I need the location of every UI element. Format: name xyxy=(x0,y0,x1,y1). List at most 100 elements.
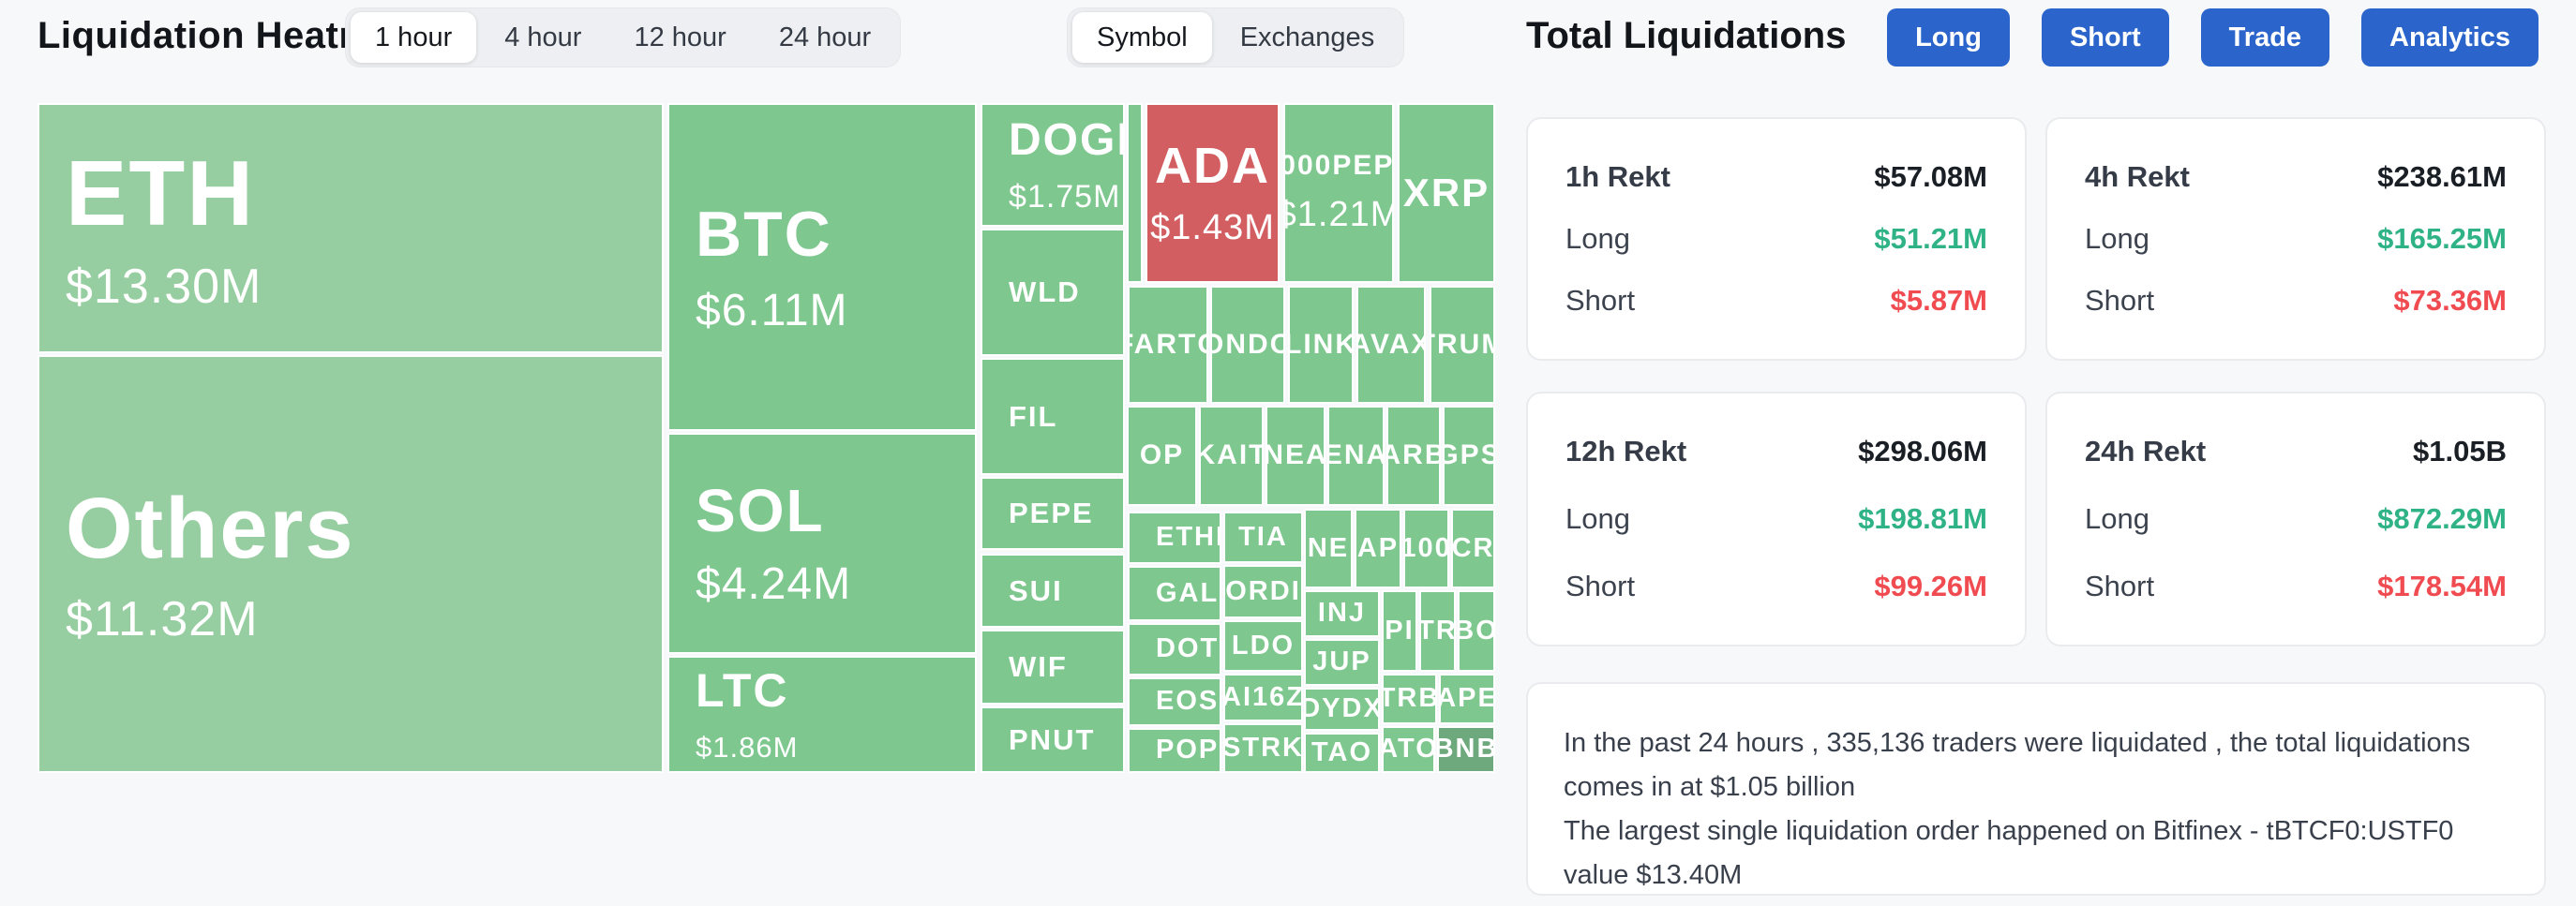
treemap-cell-symbol: LTC xyxy=(696,663,789,717)
treemap-cell-symbol: AI16Z xyxy=(1223,681,1303,712)
treemap-cell-popcat[interactable]: POPCAT xyxy=(1128,728,1221,773)
treemap-cell-pepe[interactable]: PEPE xyxy=(981,477,1125,550)
treemap-cell-symbol: TAO xyxy=(1310,736,1373,767)
treemap-cell-tia[interactable]: TIA xyxy=(1223,512,1303,563)
treemap-cell-dydx[interactable]: DYDX xyxy=(1304,688,1380,731)
action-buttons: Long Short Trade Analytics xyxy=(1887,8,2539,67)
treemap-cell-ondo[interactable]: ONDO xyxy=(1210,286,1285,404)
treemap-cell-symbol: SUI xyxy=(1009,573,1063,607)
treemap-cell-100[interactable]: 100 xyxy=(1403,509,1449,588)
treemap-cell-nea[interactable]: NEA xyxy=(1266,406,1325,506)
row-label: 24h Rekt xyxy=(2085,435,2207,468)
treemap-cell-symbol: FARTC xyxy=(1130,328,1206,360)
summary-line-2: The largest single liquidation order hap… xyxy=(1564,816,2454,890)
treemap-cell-pnut[interactable]: PNUT xyxy=(981,706,1125,773)
treemap-cell-doge[interactable]: DOGE $1.75M xyxy=(981,103,1125,227)
treemap-cell-fartc[interactable]: FARTC xyxy=(1128,286,1208,404)
treemap-cell-tao[interactable]: TAO xyxy=(1304,733,1380,773)
rekt-card-24h: 24h Rekt $1.05B Long $872.29M Short $178.54M xyxy=(2045,392,2546,646)
treemap-cell-ada[interactable]: ADA $1.43M xyxy=(1146,103,1280,283)
treemap-cell-symbol: ADA xyxy=(1155,138,1270,195)
treemap-cell-value: $1.75M xyxy=(1009,179,1121,215)
treemap-cell-dot[interactable]: DOT xyxy=(1128,623,1221,676)
treemap-cell-kait[interactable]: KAIT xyxy=(1199,406,1264,506)
view-toggle: Symbol Exchanges xyxy=(1067,7,1405,67)
treemap-cell-xrp[interactable]: XRP xyxy=(1398,103,1495,283)
treemap-cell-ltc[interactable]: LTC $1.86M xyxy=(667,656,977,773)
treemap-cell-trum[interactable]: TRUM xyxy=(1430,286,1495,404)
treemap-cell-gala[interactable]: GALA xyxy=(1128,566,1221,621)
treemap-cell-ne[interactable]: NE xyxy=(1304,509,1353,588)
treemap-cell-jup[interactable]: JUP xyxy=(1304,639,1380,686)
treemap-cell-others[interactable]: Others $11.32M xyxy=(37,355,664,773)
short-row: Short $73.36M xyxy=(2085,284,2507,318)
treemap-cell-eos[interactable]: EOS xyxy=(1128,677,1221,726)
period-total: 24h Rekt $1.05B xyxy=(2085,435,2507,468)
treemap-cell-arb[interactable]: ARB xyxy=(1386,406,1441,506)
treemap-cell-symbol: CR xyxy=(1451,532,1495,563)
treemap-cell-trb[interactable]: TRB xyxy=(1382,674,1437,724)
analytics-button[interactable]: Analytics xyxy=(2361,8,2539,67)
treemap-cell-strk[interactable]: STRK xyxy=(1223,723,1303,773)
treemap-cell-sui[interactable]: SUI xyxy=(981,554,1125,628)
treemap-cell-ape[interactable]: APE xyxy=(1439,674,1495,724)
liquidation-summary: In the past 24 hours , 335,136 traders w… xyxy=(1526,682,2546,896)
treemap-cell-value: $1.43M xyxy=(1150,208,1275,248)
treemap-cell-inj[interactable]: INJ xyxy=(1304,590,1380,637)
treemap-cell-symbol: GPS xyxy=(1445,439,1493,471)
row-value: $99.26M xyxy=(1874,570,1987,602)
long-row: Long $872.29M xyxy=(2085,502,2507,536)
treemap-cell-symbol: DOGE xyxy=(1009,114,1123,165)
row-label: 1h Rekt xyxy=(1565,160,1670,193)
treemap-cell-avax[interactable]: AVAX xyxy=(1356,286,1426,404)
treemap-cell-symbol: Others xyxy=(66,481,355,577)
row-label: Short xyxy=(1565,284,1636,317)
tab-4-hour[interactable]: 4 hour xyxy=(504,22,582,52)
row-value: $198.81M xyxy=(1858,502,1987,535)
treemap-cell-link[interactable]: LINK xyxy=(1288,286,1354,404)
treemap-cell-ena[interactable]: ENA xyxy=(1327,406,1385,506)
treemap-cell-symbol: BNB xyxy=(1437,734,1495,765)
treemap-cell-symbol: TRB xyxy=(1384,683,1437,714)
treemap-cell-symbol: NEA xyxy=(1266,439,1325,471)
toggle-symbol[interactable]: Symbol xyxy=(1072,12,1212,63)
rekt-card-1h: 1h Rekt $57.08M Long $51.21M Short $5.87M xyxy=(1526,117,2027,361)
treemap-cell-sol[interactable]: SOL $4.24M xyxy=(667,433,977,654)
treemap-cell-bnb[interactable]: BNB xyxy=(1437,726,1495,773)
treemap-cell-fil[interactable]: FIL xyxy=(981,358,1125,475)
total-liquidations-title: Total Liquidations xyxy=(1526,15,1847,56)
row-value: $238.61M xyxy=(2377,160,2507,193)
trade-button[interactable]: Trade xyxy=(2200,8,2330,67)
treemap-cell-ethfi[interactable]: ETHFI xyxy=(1128,512,1221,564)
treemap-cell-symbol: LINK xyxy=(1290,328,1354,360)
treemap-cell-bo[interactable]: BO xyxy=(1458,590,1495,672)
treemap-cell-symbol: 100 xyxy=(1403,532,1449,563)
treemap-cell-ldo[interactable]: LDO xyxy=(1223,620,1303,672)
long-button[interactable]: Long xyxy=(1887,8,2010,67)
treemap-cell-wld[interactable]: WLD xyxy=(981,229,1125,356)
treemap-cell-ato[interactable]: ATO xyxy=(1382,726,1435,773)
treemap-cell-pi[interactable]: PI xyxy=(1382,590,1417,672)
tab-12-hour[interactable]: 12 hour xyxy=(634,22,726,52)
treemap-cell-unlabeled[interactable] xyxy=(1127,103,1143,283)
treemap-cell-symbol: KAIT xyxy=(1199,439,1262,471)
treemap-cell-eth[interactable]: ETH $13.30M xyxy=(37,103,664,353)
treemap-cell-op[interactable]: OP xyxy=(1127,406,1197,506)
treemap-cell-ordi[interactable]: ORDI xyxy=(1223,565,1303,618)
treemap-cell-ai16z[interactable]: AI16Z xyxy=(1223,674,1303,721)
treemap-cell-btc[interactable]: BTC $6.11M xyxy=(667,103,977,431)
period-total: 1h Rekt $57.08M xyxy=(1565,160,1987,194)
row-value: $872.29M xyxy=(2377,502,2507,535)
treemap-cell-wif[interactable]: WIF xyxy=(981,630,1125,705)
treemap-cell-cr[interactable]: CR xyxy=(1451,509,1495,588)
toggle-exchanges[interactable]: Exchanges xyxy=(1239,22,1375,52)
tab-24-hour[interactable]: 24 hour xyxy=(778,22,872,52)
treemap-cell-1000pepe[interactable]: 1000PEPE $1.21M xyxy=(1283,103,1394,283)
treemap-cell-value: $1.86M xyxy=(696,731,799,765)
short-button[interactable]: Short xyxy=(2041,8,2169,67)
treemap-cell-symbol: INJ xyxy=(1317,598,1367,629)
treemap-cell-gps[interactable]: GPS xyxy=(1443,406,1495,506)
treemap-cell-ap[interactable]: AP xyxy=(1355,509,1401,588)
tab-1-hour[interactable]: 1 hour xyxy=(351,12,477,63)
treemap-cell-tr[interactable]: TR xyxy=(1419,590,1456,672)
